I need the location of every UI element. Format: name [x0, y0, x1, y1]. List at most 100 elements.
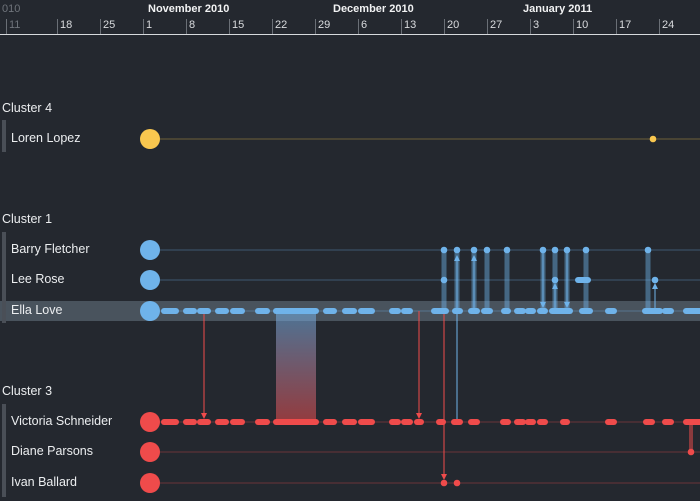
event-ella[interactable] [431, 308, 449, 314]
event-lee[interactable] [651, 276, 659, 284]
event-victoria[interactable] [436, 419, 446, 425]
event-victoria[interactable] [255, 419, 270, 425]
event-barry[interactable] [644, 246, 652, 254]
node-label-victoria[interactable]: Victoria Schneider [11, 414, 113, 428]
cluster-label[interactable]: Cluster 4 [2, 101, 53, 115]
day-label: 11 [9, 19, 21, 31]
event-victoria[interactable] [342, 419, 357, 425]
event-victoria[interactable] [389, 419, 401, 425]
node-dot-loren[interactable] [140, 129, 160, 149]
event-ella[interactable] [642, 308, 663, 314]
cluster-label[interactable]: Cluster 3 [2, 384, 53, 398]
event-victoria[interactable] [414, 419, 424, 425]
event-barry[interactable] [563, 246, 571, 254]
event-victoria[interactable] [662, 419, 674, 425]
node-label-loren[interactable]: Loren Lopez [11, 131, 81, 145]
event-victoria[interactable] [197, 419, 211, 425]
link-band-ella-victoria[interactable] [276, 311, 316, 422]
event-ella[interactable] [683, 308, 700, 314]
event-victoria[interactable] [683, 419, 700, 425]
event-ella[interactable] [579, 308, 593, 314]
event-ivan[interactable] [440, 479, 448, 487]
event-victoria[interactable] [358, 419, 375, 425]
event-ella[interactable] [183, 308, 197, 314]
event-ella[interactable] [255, 308, 270, 314]
node-label-lee[interactable]: Lee Rose [11, 272, 65, 286]
node-label-barry[interactable]: Barry Fletcher [11, 242, 90, 256]
event-ella[interactable] [161, 308, 179, 314]
day-tick [659, 19, 660, 34]
day-tick [6, 19, 7, 34]
event-barry[interactable] [453, 246, 461, 254]
event-ella[interactable] [481, 308, 493, 314]
node-label-ivan[interactable]: Ivan Ballard [11, 475, 78, 489]
event-barry[interactable] [470, 246, 478, 254]
day-tick [444, 19, 445, 34]
event-diane[interactable] [687, 448, 695, 456]
event-victoria[interactable] [500, 419, 511, 425]
day-tick [57, 19, 58, 34]
event-victoria[interactable] [273, 419, 319, 425]
event-ella[interactable] [342, 308, 357, 314]
event-ella[interactable] [549, 308, 573, 314]
event-victoria[interactable] [514, 419, 526, 425]
event-victoria[interactable] [183, 419, 197, 425]
event-ella[interactable] [468, 308, 480, 314]
cluster-bracket [2, 404, 6, 497]
event-lee[interactable] [575, 277, 591, 283]
node-dot-ivan[interactable] [140, 473, 160, 493]
event-lee[interactable] [551, 276, 559, 284]
event-lee[interactable] [440, 276, 448, 284]
event-ella[interactable] [605, 308, 617, 314]
day-tick [616, 19, 617, 34]
event-ella[interactable] [215, 308, 229, 314]
event-ella[interactable] [273, 308, 319, 314]
day-tick [186, 19, 187, 34]
node-dot-lee[interactable] [140, 270, 160, 290]
time-bar[interactable]: 010 November 2010 December 2010 January 20… [0, 0, 700, 35]
event-ella[interactable] [197, 308, 211, 314]
node-dot-barry[interactable] [140, 240, 160, 260]
event-ella[interactable] [389, 308, 401, 314]
event-barry[interactable] [440, 246, 448, 254]
event-victoria[interactable] [215, 419, 229, 425]
event-victoria[interactable] [537, 419, 548, 425]
event-loren[interactable] [649, 135, 657, 143]
event-ella[interactable] [358, 308, 375, 314]
event-ella[interactable] [452, 308, 463, 314]
node-dot-victoria[interactable] [140, 412, 160, 432]
event-ella[interactable] [230, 308, 245, 314]
event-barry[interactable] [582, 246, 590, 254]
cluster-label[interactable]: Cluster 1 [2, 212, 53, 226]
node-dot-ella[interactable] [140, 301, 160, 321]
node-label-diane[interactable]: Diane Parsons [11, 444, 93, 458]
day-tick [487, 19, 488, 34]
node-dot-diane[interactable] [140, 442, 160, 462]
event-victoria[interactable] [230, 419, 245, 425]
event-ella[interactable] [514, 308, 526, 314]
event-ella[interactable] [537, 308, 548, 314]
event-victoria[interactable] [605, 419, 617, 425]
event-barry[interactable] [539, 246, 547, 254]
event-victoria[interactable] [468, 419, 480, 425]
event-victoria[interactable] [560, 419, 570, 425]
day-tick [401, 19, 402, 34]
event-ivan[interactable] [453, 479, 461, 487]
event-victoria[interactable] [525, 419, 536, 425]
event-ella[interactable] [323, 308, 337, 314]
event-victoria[interactable] [323, 419, 337, 425]
event-barry[interactable] [483, 246, 491, 254]
event-ella[interactable] [501, 308, 511, 314]
event-victoria[interactable] [451, 419, 463, 425]
event-ella[interactable] [401, 308, 413, 314]
event-barry[interactable] [503, 246, 511, 254]
event-victoria[interactable] [401, 419, 413, 425]
month-label: January 2011 [523, 3, 593, 15]
event-victoria[interactable] [643, 419, 655, 425]
event-barry[interactable] [551, 246, 559, 254]
event-ella[interactable] [662, 308, 674, 314]
event-ella[interactable] [525, 308, 536, 314]
event-victoria[interactable] [161, 419, 179, 425]
node-label-ella[interactable]: Ella Love [11, 303, 63, 317]
